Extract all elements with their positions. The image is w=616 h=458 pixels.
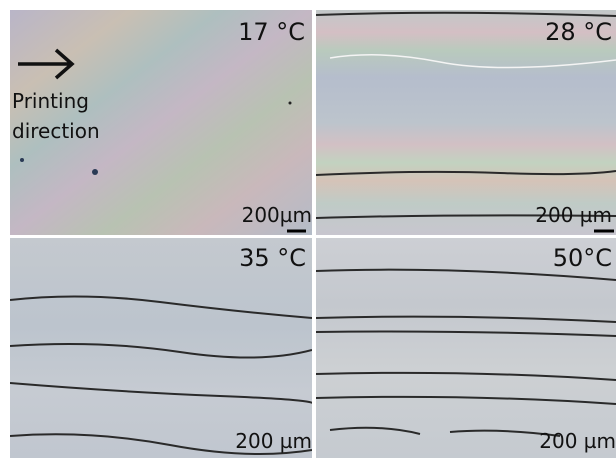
temperature: 35 °C [239,244,306,272]
scale-label: 200 µm [539,429,616,453]
panel-35: 35 °C 200 µm [10,238,313,458]
panel-28: 28 °C 200 µm [316,10,616,235]
figure: Printing direction 17 °C 200µm 28 °C 200… [0,0,616,458]
scale-label: 200 µm [235,429,312,453]
scale-label: 200µm [242,203,312,227]
temperature: 28 °C [545,18,612,46]
annotation: Printing [12,89,89,113]
panel-17: Printing direction 17 °C 200µm [10,10,312,235]
annotation: direction [12,119,100,143]
scale-label: 200 µm [535,203,612,227]
panel-50: 50°C 200 µm [316,238,616,458]
temperature: 17 °C [238,18,305,46]
temperature: 50°C [553,244,612,272]
